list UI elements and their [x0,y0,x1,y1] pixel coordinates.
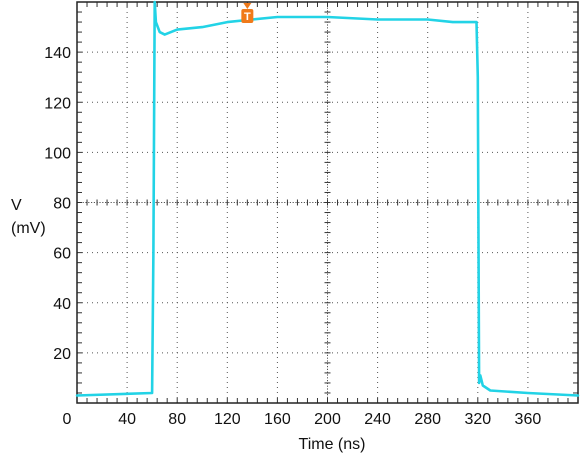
x-tick-label: 240 [364,411,391,428]
y-axis-label-unit-letter: V [11,197,22,214]
y-tick-label: 120 [44,95,71,112]
series-layer [75,0,580,397]
plot-frame [76,1,579,404]
x-tick-label: 160 [264,411,291,428]
y-tick-labels: 20 40 60 80 100 120 140 [44,45,71,363]
trigger-arrow [243,3,252,9]
x-axis-label: Time (ns) [299,436,366,453]
x-tick-labels: 0 40 80 120 160 200 240 280 320 360 [63,411,542,428]
trigger-marker: T [241,3,254,23]
trigger-label: T [244,11,251,23]
y-tick-label: 20 [53,346,71,363]
y-tick-label: 100 [44,145,71,162]
x-tick-label: 0 [63,411,72,428]
y-axis-label-unit: (mV) [11,220,46,237]
y-tick-label: 140 [44,45,71,62]
y-tick-label: 80 [53,196,71,213]
x-tick-label: 360 [515,411,542,428]
x-tick-label: 80 [168,411,186,428]
x-tick-label: 40 [118,411,136,428]
x-tick-label: 280 [414,411,441,428]
y-tick-label: 40 [53,296,71,313]
x-tick-label: 200 [314,411,341,428]
axis-ticks [77,2,578,403]
x-tick-label: 120 [214,411,241,428]
signal-trace [75,0,580,397]
x-tick-label: 320 [464,411,491,428]
trigger-badge [241,9,254,23]
y-tick-label: 60 [53,246,71,263]
